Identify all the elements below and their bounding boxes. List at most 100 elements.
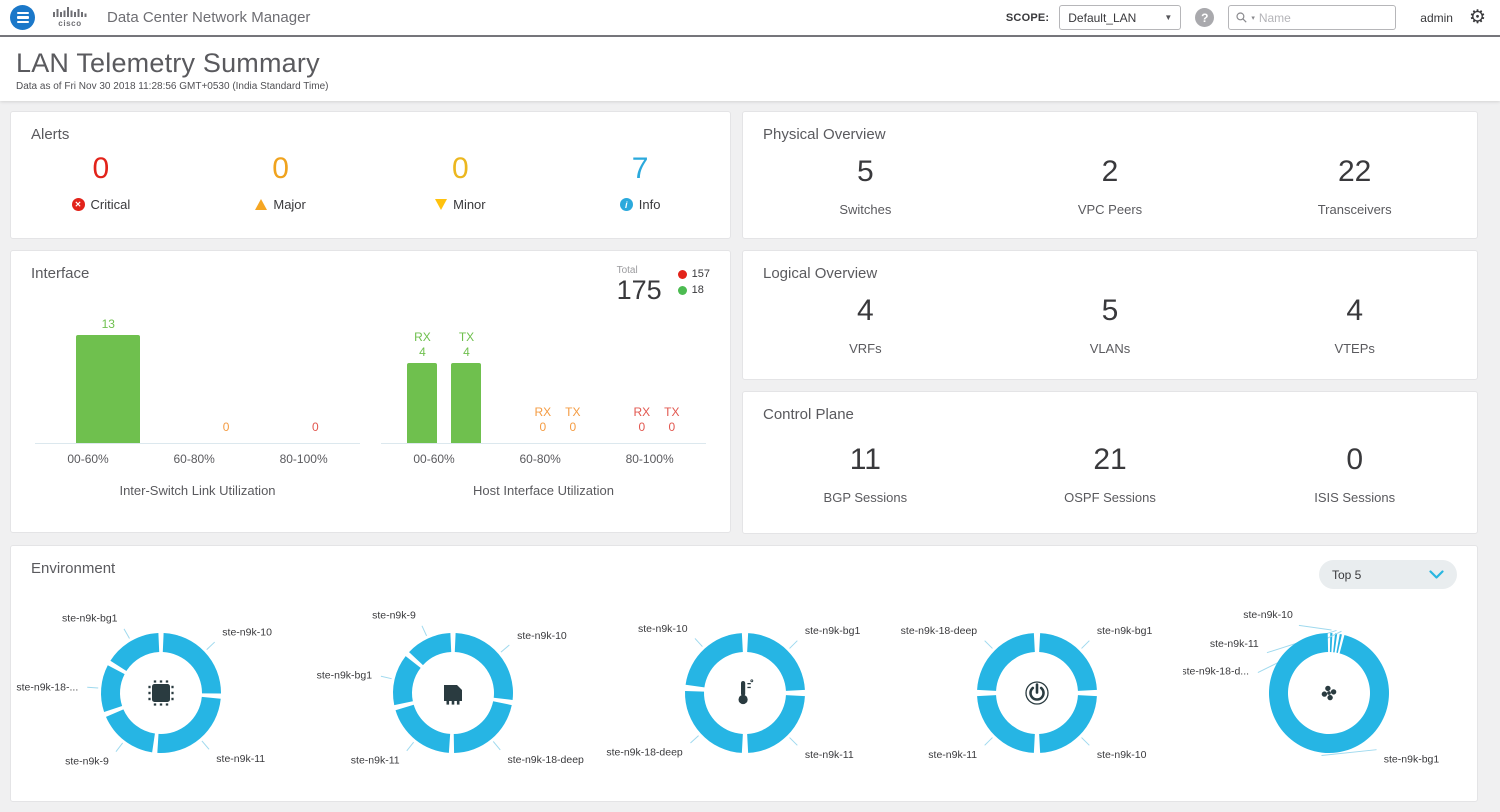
alert-info[interactable]: 7 i Info	[550, 154, 730, 212]
gear-icon[interactable]: ⚙	[1468, 7, 1486, 28]
x-axis-tick-label: 80-100%	[625, 452, 674, 467]
donut-segment-ste-n9k-18-deep[interactable]	[453, 701, 512, 753]
vrfs-value: 4	[856, 294, 874, 327]
donut-segment-ste-n9k-bg1[interactable]	[393, 656, 421, 706]
environment-card: Environment Top 5 ste-n9k-10 ste-n9k-11 st…	[10, 545, 1478, 802]
bar-value-label: TX 4	[458, 330, 475, 360]
stat-transceivers[interactable]: 22 Transceivers	[1232, 157, 1477, 218]
bar-00-60%-TX[interactable]	[451, 363, 482, 444]
bar-value-label: 13	[101, 317, 115, 332]
donut-label-line	[421, 625, 428, 637]
x-axis-tick-label: 80-100%	[279, 452, 328, 467]
donut-label: ste-n9k-11	[351, 755, 400, 767]
donut-segment-ste-n9k-10[interactable]	[1329, 633, 1333, 653]
stat-vteps[interactable]: 4 VTEPs	[1232, 294, 1477, 357]
donut-label-line	[694, 638, 703, 647]
donut-segment-ste-n9k-10[interactable]	[454, 633, 513, 700]
x-axis-tick-label: 00-60%	[413, 452, 455, 467]
help-icon[interactable]: ?	[1195, 8, 1215, 27]
memory-icon	[444, 685, 462, 705]
donut-segment-ste-n9k-11[interactable]	[395, 704, 451, 753]
donut-label: ste-n9k-10	[1097, 749, 1147, 761]
alert-minor[interactable]: 0 Minor	[371, 154, 551, 212]
vteps-value: 4	[1346, 294, 1364, 327]
donut-label: ste-n9k-9	[372, 609, 416, 621]
donut-label: ste-n9k-18-deep	[507, 754, 584, 766]
cisco-logo-bars	[53, 7, 87, 17]
bar-00-60%-RX[interactable]	[407, 363, 438, 444]
vteps-label: VTEPs	[1334, 341, 1375, 356]
stat-vrfs[interactable]: 4 VRFs	[743, 294, 988, 357]
donut-segment-ste-n9k-bg1[interactable]	[1269, 633, 1389, 753]
donut-label-line	[380, 675, 392, 680]
donut-segment-ste-n9k-18-...[interactable]	[101, 665, 125, 713]
stat-ospf-sessions[interactable]: 21 OSPF Sessions	[988, 445, 1233, 506]
total-value: 175	[616, 275, 662, 305]
alerts-card-title: Alerts	[31, 126, 70, 143]
major-label: Major	[273, 197, 306, 212]
donut-label: ste-n9k-18-deep	[901, 625, 978, 637]
donut-segment-ste-n9k-9[interactable]	[105, 709, 155, 753]
vpc-peers-value: 2	[1101, 155, 1119, 188]
major-icon	[255, 199, 268, 210]
alerts-card: Alerts 0 ✕ Critical 0 Major	[10, 111, 731, 239]
search-scope-caret-icon: ▾	[1251, 14, 1255, 22]
bar-value-label: 0	[312, 420, 319, 435]
top5-dropdown[interactable]: Top 5	[1319, 560, 1457, 589]
donut-segment-ste-n9k-10[interactable]	[685, 633, 743, 688]
vrfs-label: VRFs	[849, 341, 882, 356]
donut-segment-ste-n9k-bg1[interactable]	[1039, 633, 1097, 691]
donut-segment-ste-n9k-18-d...[interactable]	[1336, 633, 1342, 653]
legend-item-up: 18	[677, 284, 710, 296]
donut-label: ste-n9k-10	[1243, 609, 1293, 621]
donut-label-line	[789, 640, 798, 649]
temperature-icon	[738, 679, 754, 705]
dashboard-content: Alerts 0 ✕ Critical 0 Major	[0, 101, 1500, 812]
stat-vpc-peers[interactable]: 2 VPC Peers	[988, 155, 1233, 218]
legend-item-down: 157	[677, 268, 710, 280]
donut-label: ste-n9k-bg1	[1384, 754, 1440, 766]
alert-critical[interactable]: 0 ✕ Critical	[11, 154, 191, 212]
chart-title: Inter-Switch Link Utilization	[119, 483, 276, 499]
bar-value-label: RX 0	[633, 405, 651, 435]
bar-chart-plot: RX 4 TX 4 RX 0 TX 0 RX 0 TX 0	[381, 304, 706, 445]
donut-label: ste-n9k-bg1	[317, 670, 373, 682]
donut-segment-ste-n9k-11[interactable]	[977, 695, 1035, 753]
control-plane-card: Control Plane 11 BGP Sessions 21 OSPF Se…	[742, 391, 1478, 534]
bar-00-60%[interactable]	[76, 335, 141, 444]
page-head: LAN Telemetry Summary Data as of Fri Nov…	[0, 37, 1500, 101]
donut-segment-ste-n9k-18-deep[interactable]	[977, 633, 1035, 691]
donut-segment-ste-n9k-11[interactable]	[747, 695, 805, 753]
donut-label-line	[201, 740, 210, 750]
donut-label-line	[984, 640, 993, 649]
stat-bgp-sessions[interactable]: 11 BGP Sessions	[743, 445, 988, 506]
donut-label-line	[1081, 640, 1090, 649]
legend-value-up: 18	[691, 284, 704, 296]
minor-icon	[435, 199, 448, 210]
stat-vlans[interactable]: 5 VLANs	[988, 296, 1233, 357]
donut-label: ste-n9k-bg1	[62, 613, 118, 625]
donut-segment-ste-n9k-10[interactable]	[1039, 695, 1097, 753]
donut-segment-ste-n9k-11[interactable]	[1333, 633, 1338, 653]
stat-switches[interactable]: 5 Switches	[743, 157, 988, 218]
search-box[interactable]: ▾	[1228, 5, 1397, 30]
donut-segment-ste-n9k-11[interactable]	[157, 696, 221, 753]
donut-label-line	[500, 644, 510, 653]
interface-total: Total 175	[617, 265, 662, 304]
alert-major[interactable]: 0 Major	[191, 154, 371, 212]
donut-segment-ste-n9k-10[interactable]	[162, 633, 221, 694]
user-menu[interactable]: admin	[1420, 10, 1453, 25]
stat-isis-sessions[interactable]: 0 ISIS Sessions	[1232, 445, 1477, 506]
search-input[interactable]	[1258, 10, 1389, 25]
fan-icon	[1321, 685, 1337, 701]
scope-select[interactable]: Default_LAN ▼	[1059, 5, 1182, 30]
donut-segment-ste-n9k-9[interactable]	[409, 633, 452, 666]
logical-overview-title: Logical Overview	[763, 265, 878, 282]
donut-segment-ste-n9k-18-deep[interactable]	[685, 690, 743, 753]
hamburger-menu-icon[interactable]	[10, 5, 35, 30]
donut-label-line	[690, 735, 699, 744]
donut-segment-ste-n9k-bg1[interactable]	[747, 633, 805, 691]
donut-segment-ste-n9k-bg1[interactable]	[110, 633, 160, 671]
info-label: Info	[638, 197, 661, 212]
transceivers-label: Transceivers	[1317, 202, 1392, 217]
